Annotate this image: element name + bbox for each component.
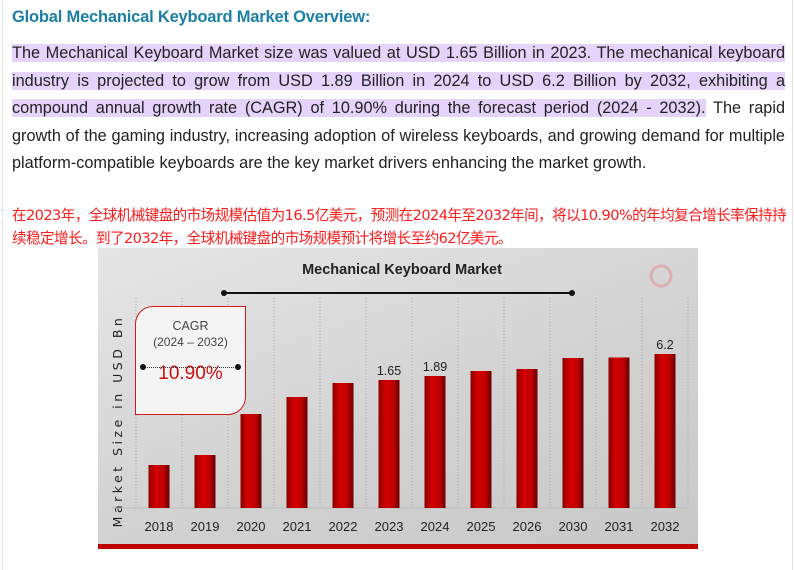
x-tick-label: 2031 [605,519,634,534]
x-tick-label: 2019 [191,519,220,534]
bar-2031 [608,357,630,508]
bar-2032 [654,354,676,508]
overview-paragraph: The Mechanical Keyboard Market size was … [12,40,785,178]
bar-2023 [378,380,400,508]
chart-title: Mechanical Keyboard Market [302,262,502,278]
x-tick-label: 2030 [559,519,588,534]
bar-2024 [424,376,446,508]
cagr-box: CAGR (2024 – 2032) 10.90% [135,306,246,415]
translation-note: 在2023年，全球机械键盘的市场规模估值为16.5亿美元，预测在2024年至20… [12,207,787,247]
highlighted-text: The Mechanical Keyboard Market size was … [12,44,785,117]
x-tick-label: 2025 [467,519,496,534]
y-axis-label: Market Size in USD Bn [110,315,125,528]
x-tick-label: 2021 [283,519,312,534]
bar-2021 [286,397,308,508]
bar-2026 [516,369,538,508]
cagr-divider [140,364,241,370]
cagr-value: 10.90% [158,363,223,384]
x-tick-label: 2024 [421,519,450,534]
bar-2018 [148,465,170,508]
bar-2025 [470,371,492,508]
bar-2020 [240,414,262,508]
chart-bottom-bar [98,544,698,549]
bar-2022 [332,383,354,508]
x-tick-label: 2018 [145,519,174,534]
title-underline-dot [221,290,227,296]
data-label: 1.89 [423,360,447,374]
paragraph-text: The rapid growth of the gaming industry,… [12,99,786,172]
title-underline-dot [569,290,575,296]
bar-2019 [194,455,216,508]
data-label: 1.65 [377,364,401,378]
chart-svg: Mechanical Keyboard Market Market Size in… [98,262,698,549]
cagr-period: (2024 – 2032) [153,335,228,349]
x-tick-label: 2020 [237,519,266,534]
bar-2030 [562,358,584,508]
section-heading: Global Mechanical Keyboard Market Overvi… [12,8,371,26]
x-tick-label: 2022 [329,519,358,534]
market-chart: Mechanical Keyboard Market Market Size in… [98,248,698,549]
data-label: 6.2 [656,338,673,352]
x-tick-label: 2026 [513,519,542,534]
logo-icon [649,264,673,288]
x-tick-label: 2032 [651,519,680,534]
cagr-label: CAGR [172,319,209,333]
x-tick-label: 2023 [375,519,404,534]
